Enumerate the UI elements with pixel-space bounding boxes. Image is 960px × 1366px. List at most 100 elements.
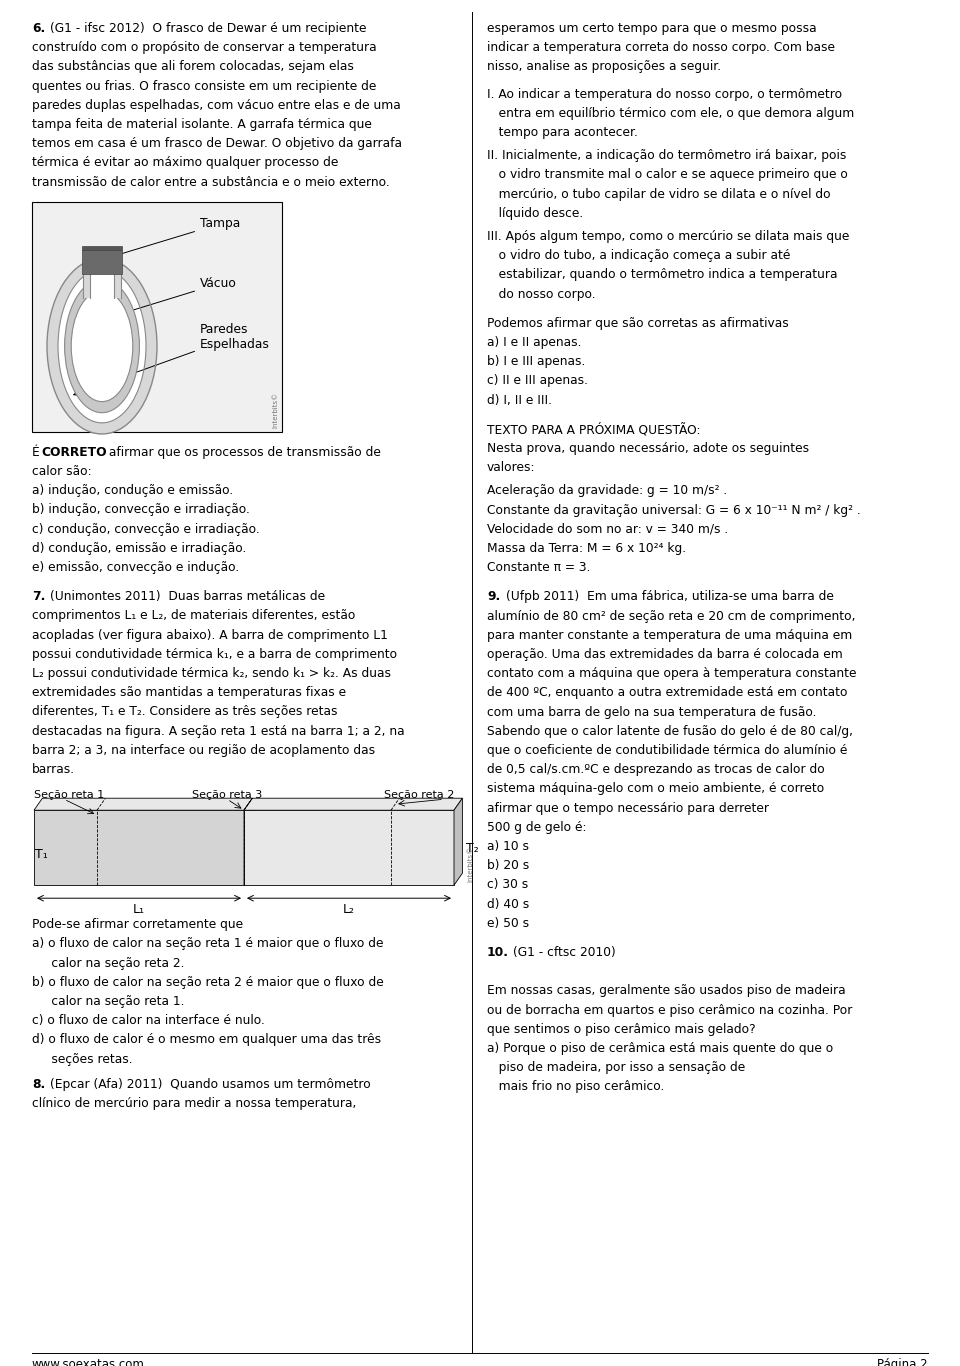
Text: tempo para acontecer.: tempo para acontecer. xyxy=(487,126,637,139)
Text: contato com a máquina que opera à temperatura constante: contato com a máquina que opera à temper… xyxy=(487,667,856,680)
Ellipse shape xyxy=(64,280,139,413)
Text: c) o fluxo de calor na interface é nulo.: c) o fluxo de calor na interface é nulo. xyxy=(32,1014,265,1027)
Text: barras.: barras. xyxy=(32,764,75,776)
Text: Interbits©: Interbits© xyxy=(468,846,473,881)
Bar xyxy=(90,275,113,298)
Ellipse shape xyxy=(47,258,157,434)
Text: temos em casa é um frasco de Dewar. O objetivo da garrafa: temos em casa é um frasco de Dewar. O ob… xyxy=(32,137,402,150)
Text: calor na seção reta 2.: calor na seção reta 2. xyxy=(32,956,184,970)
Text: Vácuo: Vácuo xyxy=(68,277,237,331)
Text: 7.: 7. xyxy=(32,590,45,604)
Text: Interbits©: Interbits© xyxy=(272,392,278,428)
Text: c) condução, convecção e irradiação.: c) condução, convecção e irradiação. xyxy=(32,523,260,535)
Text: transmissão de calor entre a substância e o meio externo.: transmissão de calor entre a substância … xyxy=(32,176,390,189)
Text: de 400 ºC, enquanto a outra extremidade está em contato: de 400 ºC, enquanto a outra extremidade … xyxy=(487,686,848,699)
Text: e) 50 s: e) 50 s xyxy=(487,917,529,930)
Text: c) 30 s: c) 30 s xyxy=(487,878,528,892)
Ellipse shape xyxy=(58,269,146,423)
Polygon shape xyxy=(34,798,252,810)
Text: estabilizar, quando o termômetro indica a temperatura: estabilizar, quando o termômetro indica … xyxy=(487,268,837,281)
Text: (Epcar (Afa) 2011)  Quando usamos um termômetro: (Epcar (Afa) 2011) Quando usamos um term… xyxy=(51,1078,372,1091)
Text: a) o fluxo de calor na seção reta 1 é maior que o fluxo de: a) o fluxo de calor na seção reta 1 é ma… xyxy=(32,937,383,951)
Text: d) condução, emissão e irradiação.: d) condução, emissão e irradiação. xyxy=(32,542,247,555)
Text: Constante da gravitação universal: G = 6 x 10⁻¹¹ N m² / kg² .: Constante da gravitação universal: G = 6… xyxy=(487,504,861,516)
Text: barra 2; a 3, na interface ou região de acoplamento das: barra 2; a 3, na interface ou região de … xyxy=(32,744,375,757)
Text: Massa da Terra: M = 6 x 10²⁴ kg.: Massa da Terra: M = 6 x 10²⁴ kg. xyxy=(487,542,686,555)
Text: o vidro transmite mal o calor e se aquece primeiro que o: o vidro transmite mal o calor e se aquec… xyxy=(487,168,848,182)
Text: L₂ possui condutividade térmica k₂, sendo k₁ > k₂. As duas: L₂ possui condutividade térmica k₂, send… xyxy=(32,667,391,680)
Polygon shape xyxy=(244,798,463,810)
Text: 10.: 10. xyxy=(487,947,509,959)
Text: Nesta prova, quando necessário, adote os seguintes: Nesta prova, quando necessário, adote os… xyxy=(487,443,809,455)
Text: L₁: L₁ xyxy=(133,903,145,917)
Text: construído com o propósito de conservar a temperatura: construído com o propósito de conservar … xyxy=(32,41,376,55)
Text: de 0,5 cal/s.cm.ºC e desprezando as trocas de calor do: de 0,5 cal/s.cm.ºC e desprezando as troc… xyxy=(487,764,825,776)
Text: 9.: 9. xyxy=(487,590,500,604)
Text: (Ufpb 2011)  Em uma fábrica, utiliza-se uma barra de: (Ufpb 2011) Em uma fábrica, utiliza-se u… xyxy=(506,590,833,604)
Text: diferentes, T₁ e T₂. Considere as três seções retas: diferentes, T₁ e T₂. Considere as três s… xyxy=(32,705,338,719)
Text: Podemos afirmar que são corretas as afirmativas: Podemos afirmar que são corretas as afir… xyxy=(487,317,789,329)
Text: entra em equilíbrio térmico com ele, o que demora algum: entra em equilíbrio térmico com ele, o q… xyxy=(487,107,854,120)
Text: Constante π = 3.: Constante π = 3. xyxy=(487,561,590,574)
Text: nisso, analise as proposições a seguir.: nisso, analise as proposições a seguir. xyxy=(487,60,721,74)
Text: c) II e III apenas.: c) II e III apenas. xyxy=(487,374,588,388)
Text: valores:: valores: xyxy=(487,462,536,474)
Text: b) 20 s: b) 20 s xyxy=(487,859,529,873)
Text: Em nossas casas, geralmente são usados piso de madeira: Em nossas casas, geralmente são usados p… xyxy=(487,985,846,997)
Text: T₂: T₂ xyxy=(467,841,479,855)
Text: 6.: 6. xyxy=(32,22,45,36)
Bar xyxy=(83,246,122,250)
Text: sistema máquina-gelo com o meio ambiente, é correto: sistema máquina-gelo com o meio ambiente… xyxy=(487,783,825,795)
Text: líquido desce.: líquido desce. xyxy=(487,206,584,220)
Text: das substâncias que ali forem colocadas, sejam elas: das substâncias que ali forem colocadas,… xyxy=(32,60,354,74)
Text: a) 10 s: a) 10 s xyxy=(487,840,529,852)
Text: afirmar que o tempo necessário para derreter: afirmar que o tempo necessário para derr… xyxy=(487,802,769,814)
Text: a) indução, condução e emissão.: a) indução, condução e emissão. xyxy=(32,484,233,497)
Text: (Unimontes 2011)  Duas barras metálicas de: (Unimontes 2011) Duas barras metálicas d… xyxy=(51,590,325,604)
Polygon shape xyxy=(454,798,463,885)
Bar xyxy=(244,810,454,885)
Text: d) I, II e III.: d) I, II e III. xyxy=(487,393,552,407)
Text: b) indução, convecção e irradiação.: b) indução, convecção e irradiação. xyxy=(32,504,250,516)
Text: clínico de mercúrio para medir a nossa temperatura,: clínico de mercúrio para medir a nossa t… xyxy=(32,1097,356,1111)
Text: CORRETO: CORRETO xyxy=(41,445,108,459)
Text: que o coeficiente de condutibilidade térmica do alumínio é: que o coeficiente de condutibilidade tér… xyxy=(487,744,848,757)
Text: TEXTO PARA A PRÓXIMA QUESTÃO:: TEXTO PARA A PRÓXIMA QUESTÃO: xyxy=(487,423,701,436)
Text: É: É xyxy=(32,445,43,459)
Text: 500 g de gelo é:: 500 g de gelo é: xyxy=(487,821,587,833)
Text: (G1 - cftsc 2010): (G1 - cftsc 2010) xyxy=(513,947,615,959)
Text: piso de madeira, por isso a sensação de: piso de madeira, por isso a sensação de xyxy=(487,1061,745,1074)
Text: extremidades são mantidas a temperaturas fixas e: extremidades são mantidas a temperaturas… xyxy=(32,686,347,699)
Text: calor na seção reta 1.: calor na seção reta 1. xyxy=(32,994,184,1008)
Text: Sabendo que o calor latente de fusão do gelo é de 80 cal/g,: Sabendo que o calor latente de fusão do … xyxy=(487,725,853,738)
Text: do nosso corpo.: do nosso corpo. xyxy=(487,288,595,301)
Text: quentes ou frias. O frasco consiste em um recipiente de: quentes ou frias. O frasco consiste em u… xyxy=(32,79,376,93)
Text: Seção reta 1: Seção reta 1 xyxy=(34,790,105,800)
Bar xyxy=(32,202,282,432)
Text: destacadas na figura. A seção reta 1 está na barra 1; a 2, na: destacadas na figura. A seção reta 1 est… xyxy=(32,724,404,738)
Text: Seção reta 3: Seção reta 3 xyxy=(192,790,262,800)
Text: operação. Uma das extremidades da barra é colocada em: operação. Uma das extremidades da barra … xyxy=(487,647,843,661)
Text: térmica é evitar ao máximo qualquer processo de: térmica é evitar ao máximo qualquer proc… xyxy=(32,156,338,169)
Text: acopladas (ver figura abaixo). A barra de comprimento L1: acopladas (ver figura abaixo). A barra d… xyxy=(32,628,388,642)
Text: (G1 - ifsc 2012)  O frasco de Dewar é um recipiente: (G1 - ifsc 2012) O frasco de Dewar é um … xyxy=(50,22,367,36)
Text: III. Após algum tempo, como o mercúrio se dilata mais que: III. Após algum tempo, como o mercúrio s… xyxy=(487,229,850,243)
Text: com uma barra de gelo na sua temperatura de fusão.: com uma barra de gelo na sua temperatura… xyxy=(487,706,817,719)
Text: paredes duplas espelhadas, com vácuo entre elas e de uma: paredes duplas espelhadas, com vácuo ent… xyxy=(32,98,400,112)
Text: d) 40 s: d) 40 s xyxy=(487,897,529,911)
Text: d) o fluxo de calor é o mesmo em qualquer uma das três: d) o fluxo de calor é o mesmo em qualque… xyxy=(32,1034,381,1046)
Text: T₁: T₁ xyxy=(35,848,48,861)
Text: a) I e II apenas.: a) I e II apenas. xyxy=(487,336,582,348)
Text: afirmar que os processos de transmissão de: afirmar que os processos de transmissão … xyxy=(105,445,381,459)
Text: Pode-se afirmar corretamente que: Pode-se afirmar corretamente que xyxy=(32,918,243,932)
Bar xyxy=(34,810,244,885)
Text: www.soexatas.com: www.soexatas.com xyxy=(32,1358,145,1366)
Text: tampa feita de material isolante. A garrafa térmica que: tampa feita de material isolante. A garr… xyxy=(32,117,372,131)
Text: 8.: 8. xyxy=(32,1078,45,1091)
Text: Página 2: Página 2 xyxy=(877,1358,928,1366)
Text: para manter constante a temperatura de uma máquina em: para manter constante a temperatura de u… xyxy=(487,628,852,642)
Text: Velocidade do som no ar: v = 340 m/s .: Velocidade do som no ar: v = 340 m/s . xyxy=(487,523,729,535)
Text: II. Inicialmente, a indicação do termômetro irá baixar, pois: II. Inicialmente, a indicação do termôme… xyxy=(487,149,847,163)
Text: Aceleração da gravidade: g = 10 m/s² .: Aceleração da gravidade: g = 10 m/s² . xyxy=(487,485,728,497)
Text: e) emissão, convecção e indução.: e) emissão, convecção e indução. xyxy=(32,561,239,574)
